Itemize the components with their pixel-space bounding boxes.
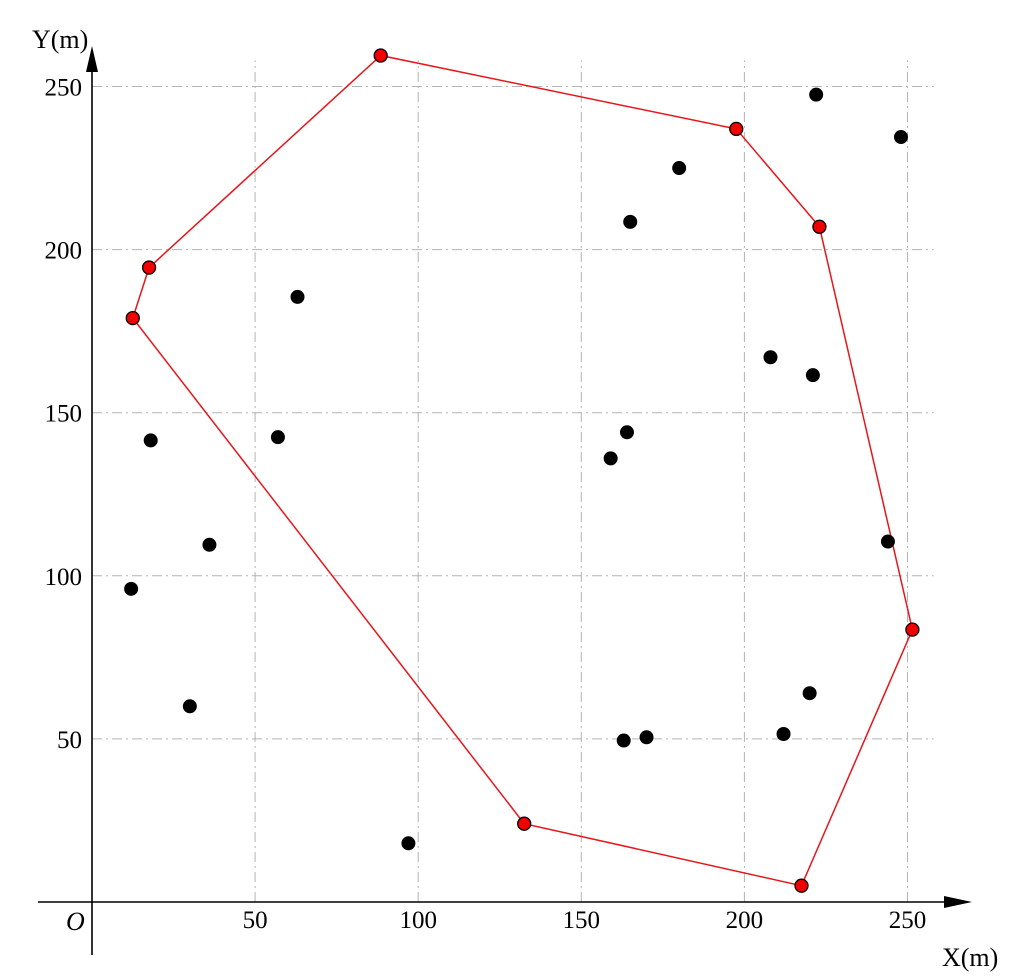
data-point <box>124 581 139 596</box>
data-point <box>805 368 820 383</box>
x-tick-label: 100 <box>399 907 437 934</box>
y-tick-label: 150 <box>45 401 83 428</box>
y-axis-arrowhead <box>86 46 98 72</box>
data-point <box>270 430 285 445</box>
data-point <box>880 534 895 549</box>
data-point <box>802 686 817 701</box>
hull-boundary <box>131 54 914 887</box>
x-axis-arrowhead <box>944 896 972 908</box>
x-axis-title: X(m) <box>942 943 998 972</box>
x-tick-labels: 50 100 150 200 250 <box>243 907 927 934</box>
x-tick-label: 150 <box>563 907 601 934</box>
hull-vertex-point <box>729 121 744 137</box>
data-point <box>893 130 908 145</box>
origin-label: O <box>66 907 85 936</box>
data-point <box>619 425 634 440</box>
x-tick-label: 250 <box>889 907 927 934</box>
data-point <box>290 289 305 304</box>
data-point <box>182 699 197 714</box>
data-points <box>124 87 908 851</box>
y-tick-label: 50 <box>57 727 82 754</box>
data-point <box>202 537 217 552</box>
hull-vertex-point <box>517 816 532 831</box>
data-point <box>401 836 416 851</box>
hull-vertex-point <box>125 310 140 326</box>
data-point <box>776 727 791 742</box>
y-axis-title: Y(m) <box>32 25 88 54</box>
y-tick-label: 200 <box>45 238 83 265</box>
data-point <box>809 87 824 102</box>
axes <box>38 46 972 955</box>
hull-vertex-point <box>373 48 388 63</box>
hull-vertex-point <box>812 219 827 234</box>
hull-vertex-point <box>905 622 920 637</box>
y-tick-labels: 50 100 150 200 250 <box>45 75 83 754</box>
x-tick-label: 50 <box>243 907 268 934</box>
y-tick-label: 100 <box>45 564 83 591</box>
convex-hull <box>125 48 920 893</box>
data-point <box>639 730 654 745</box>
data-point <box>623 214 638 229</box>
data-point <box>616 733 631 748</box>
data-point <box>143 433 158 448</box>
data-point <box>672 161 687 176</box>
y-tick-label: 250 <box>45 75 83 102</box>
x-tick-label: 200 <box>726 907 764 934</box>
hull-vertex-point <box>794 878 809 893</box>
hull-vertex-point <box>141 260 157 275</box>
grid <box>92 60 934 902</box>
data-point <box>603 451 618 466</box>
data-point <box>763 350 778 365</box>
